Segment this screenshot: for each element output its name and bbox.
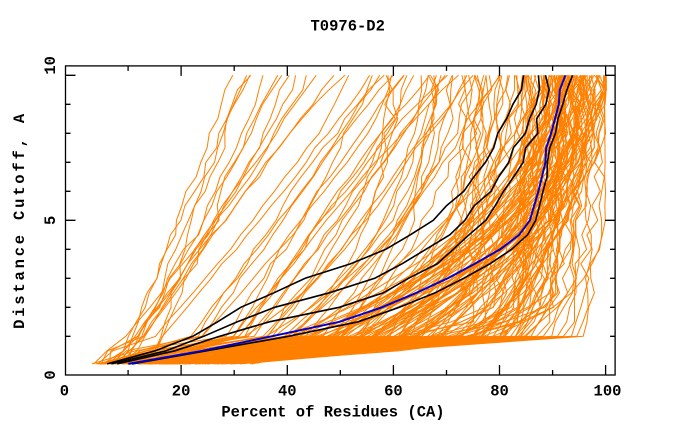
svg-text:100: 100 bbox=[594, 382, 622, 400]
svg-text:5: 5 bbox=[42, 216, 60, 225]
svg-text:T0976-D2: T0976-D2 bbox=[310, 18, 384, 36]
svg-text:60: 60 bbox=[384, 382, 403, 400]
svg-text:Percent of Residues (CA): Percent of Residues (CA) bbox=[221, 404, 444, 422]
svg-text:0: 0 bbox=[42, 370, 60, 379]
svg-text:40: 40 bbox=[278, 382, 297, 400]
svg-text:Distance Cutoff, A: Distance Cutoff, A bbox=[11, 111, 29, 329]
svg-text:10: 10 bbox=[42, 56, 60, 75]
svg-text:20: 20 bbox=[172, 382, 191, 400]
svg-text:0: 0 bbox=[60, 382, 69, 400]
svg-text:80: 80 bbox=[490, 382, 509, 400]
